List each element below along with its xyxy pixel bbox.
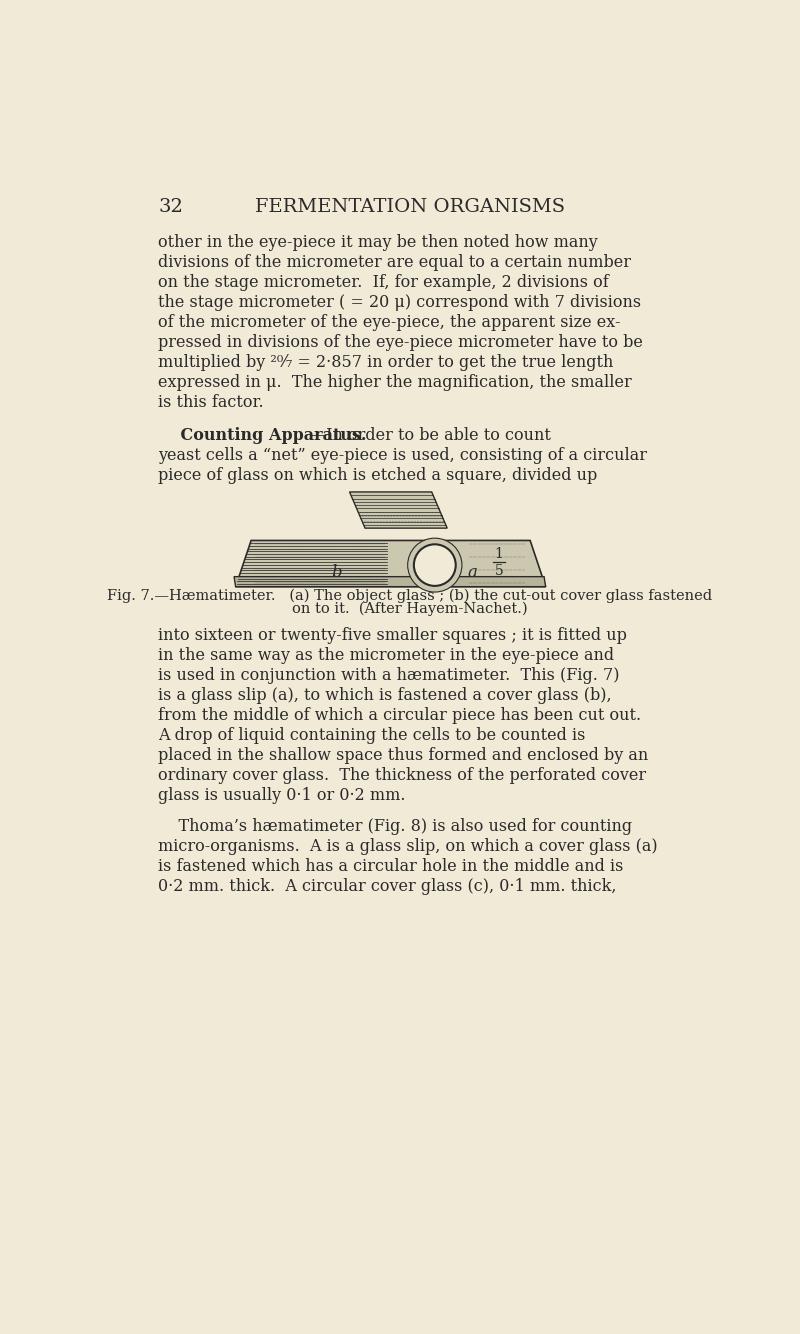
Text: expressed in μ.  The higher the magnification, the smaller: expressed in μ. The higher the magnifica… xyxy=(158,374,632,391)
Text: is fastened which has a circular hole in the middle and is: is fastened which has a circular hole in… xyxy=(158,858,623,875)
Text: FERMENTATION ORGANISMS: FERMENTATION ORGANISMS xyxy=(255,197,565,216)
Polygon shape xyxy=(350,492,447,528)
Text: yeast cells a “net” eye-piece is used, consisting of a circular: yeast cells a “net” eye-piece is used, c… xyxy=(158,447,647,463)
Text: from the middle of which a circular piece has been cut out.: from the middle of which a circular piec… xyxy=(158,707,642,724)
Text: on the stage micrometer.  If, for example, 2 divisions of: on the stage micrometer. If, for example… xyxy=(158,273,609,291)
Text: 32: 32 xyxy=(158,197,183,216)
Text: multiplied by ²⁰⁄₇ = 2·857 in order to get the true length: multiplied by ²⁰⁄₇ = 2·857 in order to g… xyxy=(158,354,614,371)
Circle shape xyxy=(414,544,456,586)
Text: Fig. 7.—Hæmatimeter.   (a) The object glass ; (b) the cut-out cover glass fasten: Fig. 7.—Hæmatimeter. (a) The object glas… xyxy=(107,588,713,603)
Text: A drop of liquid containing the cells to be counted is: A drop of liquid containing the cells to… xyxy=(158,727,586,744)
Text: placed in the shallow space thus formed and enclosed by an: placed in the shallow space thus formed … xyxy=(158,747,648,764)
Text: on to it.  (After Hayem-Nachet.): on to it. (After Hayem-Nachet.) xyxy=(292,602,528,616)
Text: b: b xyxy=(331,563,342,580)
Text: is a glass slip (a), to which is fastened a cover glass (b),: is a glass slip (a), to which is fastene… xyxy=(158,687,612,704)
Text: a: a xyxy=(467,563,477,580)
Text: is used in conjunction with a hæmatimeter.  This (Fig. 7): is used in conjunction with a hæmatimete… xyxy=(158,667,620,684)
Text: 1: 1 xyxy=(494,547,503,562)
Text: of the micrometer of the eye-piece, the apparent size ex-: of the micrometer of the eye-piece, the … xyxy=(158,313,621,331)
Text: 0·2 mm. thick.  A circular cover glass (c), 0·1 mm. thick,: 0·2 mm. thick. A circular cover glass (c… xyxy=(158,878,617,895)
Text: Counting Apparatus.: Counting Apparatus. xyxy=(158,427,366,443)
Text: micro-organisms.  A is a glass slip, on which a cover glass (a): micro-organisms. A is a glass slip, on w… xyxy=(158,838,658,855)
Text: divisions of the micrometer are equal to a certain number: divisions of the micrometer are equal to… xyxy=(158,253,631,271)
Text: —In order to be able to count: —In order to be able to count xyxy=(310,427,551,443)
Text: Thoma’s hæmatimeter (Fig. 8) is also used for counting: Thoma’s hæmatimeter (Fig. 8) is also use… xyxy=(158,818,632,835)
Circle shape xyxy=(408,538,462,592)
Text: in the same way as the micrometer in the eye-piece and: in the same way as the micrometer in the… xyxy=(158,647,614,664)
Text: 5: 5 xyxy=(494,563,503,578)
Polygon shape xyxy=(236,540,546,587)
Text: ordinary cover glass.  The thickness of the perforated cover: ordinary cover glass. The thickness of t… xyxy=(158,767,646,784)
Text: piece of glass on which is etched a square, divided up: piece of glass on which is etched a squa… xyxy=(158,467,598,483)
Text: other in the eye-piece it may be then noted how many: other in the eye-piece it may be then no… xyxy=(158,233,598,251)
Text: is this factor.: is this factor. xyxy=(158,394,264,411)
Text: glass is usually 0·1 or 0·2 mm.: glass is usually 0·1 or 0·2 mm. xyxy=(158,787,406,804)
Text: pressed in divisions of the eye-piece micrometer have to be: pressed in divisions of the eye-piece mi… xyxy=(158,334,643,351)
Text: into sixteen or twenty-five smaller squares ; it is fitted up: into sixteen or twenty-five smaller squa… xyxy=(158,627,627,644)
Polygon shape xyxy=(234,576,546,587)
Text: the stage micrometer ( = 20 μ) correspond with 7 divisions: the stage micrometer ( = 20 μ) correspon… xyxy=(158,293,642,311)
